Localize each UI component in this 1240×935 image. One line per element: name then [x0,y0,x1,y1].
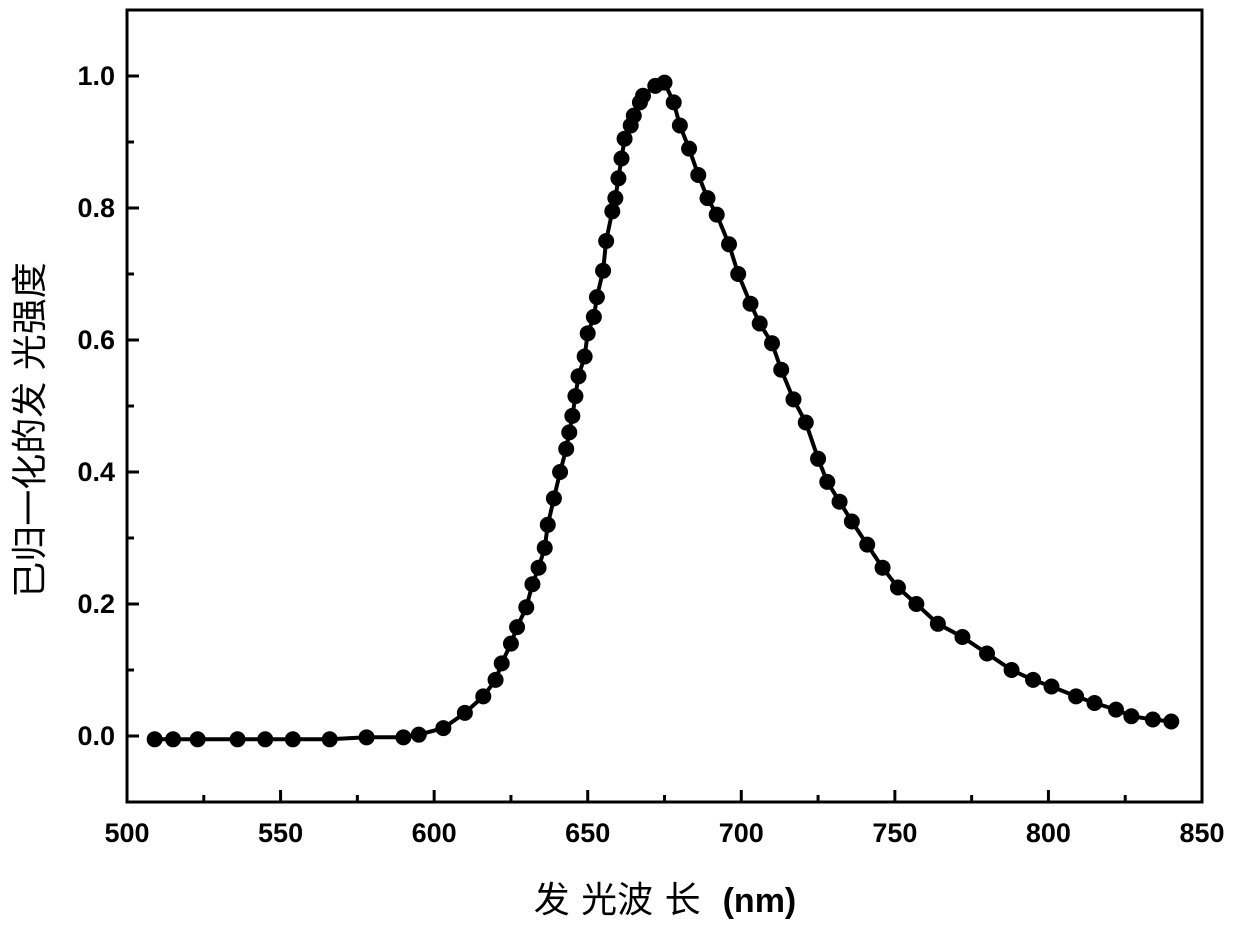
data-point [147,731,163,747]
data-point [786,391,802,407]
data-point [979,646,995,662]
data-point [1163,713,1179,729]
x-axis-title: 发 光波 长 (nm) [534,880,797,921]
data-point [589,289,605,305]
data-point [875,560,891,576]
data-point [537,540,553,556]
data-point [561,424,577,440]
x-tick-label: 600 [412,818,457,848]
x-axis-title-unit: (nm) [723,882,797,920]
y-tick-label: 0.6 [77,325,115,355]
data-point [571,368,587,384]
data-point [494,655,510,671]
data-point [859,537,875,553]
data-point [518,599,534,615]
y-tick-label: 0.2 [77,589,115,619]
data-point [475,688,491,704]
data-point [681,141,697,157]
data-point [954,629,970,645]
data-point [395,729,411,745]
data-point [524,576,540,592]
data-point [672,118,688,134]
data-point [586,309,602,325]
data-point [411,727,427,743]
data-point [580,325,596,341]
data-point [546,490,562,506]
y-tick-label: 0.8 [77,193,115,223]
data-point [564,408,580,424]
data-point [558,441,574,457]
data-point [1044,679,1060,695]
data-point [567,388,583,404]
data-point [509,619,525,635]
data-point [610,170,626,186]
data-point [1145,712,1161,728]
data-point [819,474,835,490]
data-point [552,464,568,480]
data-point [435,720,451,736]
axis-tick-labels: 500 550 600 650 700 750 800 850 0.0 0.2 0.4 0.6 0.8 1… [77,61,1224,848]
x-axis-title-main: 发 光波 长 [534,880,701,921]
data-point [1068,688,1084,704]
data-point [230,731,246,747]
data-point [614,151,630,167]
data-point [1123,708,1139,724]
data-point [743,296,759,312]
data-point [322,731,338,747]
y-tick-label: 1.0 [77,61,115,91]
data-point [488,672,504,688]
x-tick-label: 650 [565,818,610,848]
x-tick-label: 550 [258,818,303,848]
data-point [721,236,737,252]
data-point [798,415,814,431]
data-point [604,203,620,219]
series-line [155,83,1172,740]
data-point [700,190,716,206]
data-point [832,494,848,510]
data-point [190,731,206,747]
series-points [147,75,1180,748]
data-point [257,731,273,747]
data-point [595,263,611,279]
data-point [666,94,682,110]
data-point [598,233,614,249]
data-point [1087,695,1103,711]
data-point [844,514,860,530]
data-point [165,731,181,747]
data-point [531,560,547,576]
x-tick-label: 750 [872,818,917,848]
data-point [730,266,746,282]
data-point [577,349,593,365]
data-point [810,451,826,467]
data-point [752,316,768,332]
data-point [773,362,789,378]
y-tick-label: 0.4 [77,457,115,487]
data-point [690,167,706,183]
data-point [607,190,623,206]
data-point [1004,662,1020,678]
data-point [457,705,473,721]
x-tick-label: 850 [1179,818,1224,848]
data-point [503,636,519,652]
data-point [890,580,906,596]
data-point [657,75,673,91]
data-point [930,616,946,632]
y-axis-title: 已归一化的发 光强度 [10,262,51,597]
data-point [285,731,301,747]
x-tick-label: 500 [104,818,149,848]
data-point [359,729,375,745]
data-point [908,596,924,612]
data-point [1025,672,1041,688]
data-point [709,207,725,223]
data-point [764,335,780,351]
data-point [1108,702,1124,718]
data-point [540,517,556,533]
x-tick-label: 800 [1026,818,1071,848]
x-tick-label: 700 [719,818,764,848]
y-tick-label: 0.0 [77,721,115,751]
